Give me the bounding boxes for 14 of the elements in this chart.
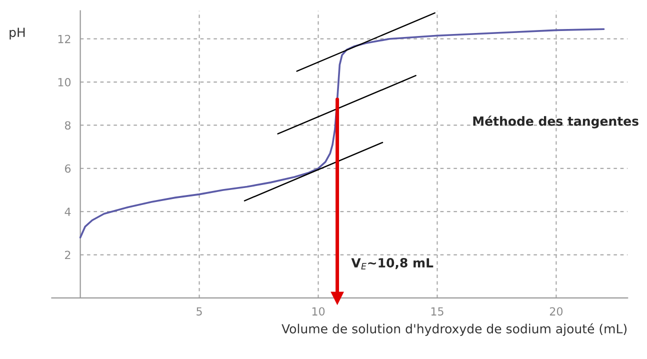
annotation: Méthode des tangentes xyxy=(473,116,638,128)
x-tick-label: 15 xyxy=(431,307,444,316)
y-tick-label: 10 xyxy=(58,78,71,86)
y-tick-label: 2 xyxy=(65,250,70,260)
y-tick-label: 4 xyxy=(64,208,71,216)
y-tick-label: 6 xyxy=(64,164,71,173)
x-axis-title: Volume de solution d'hydroxyde de sodium ajouté (mL) xyxy=(282,323,627,336)
x-tick-label: 5 xyxy=(196,307,202,316)
x-tick-label: 20 xyxy=(550,307,563,316)
y-axis-title: pH xyxy=(10,28,25,40)
x-tick-label: 10 xyxy=(312,307,325,316)
y-tick-label: 12 xyxy=(58,34,70,44)
ref-line-label: V$_{E}$~10,8 mL xyxy=(351,258,434,270)
y-tick-label: 8 xyxy=(64,121,71,130)
